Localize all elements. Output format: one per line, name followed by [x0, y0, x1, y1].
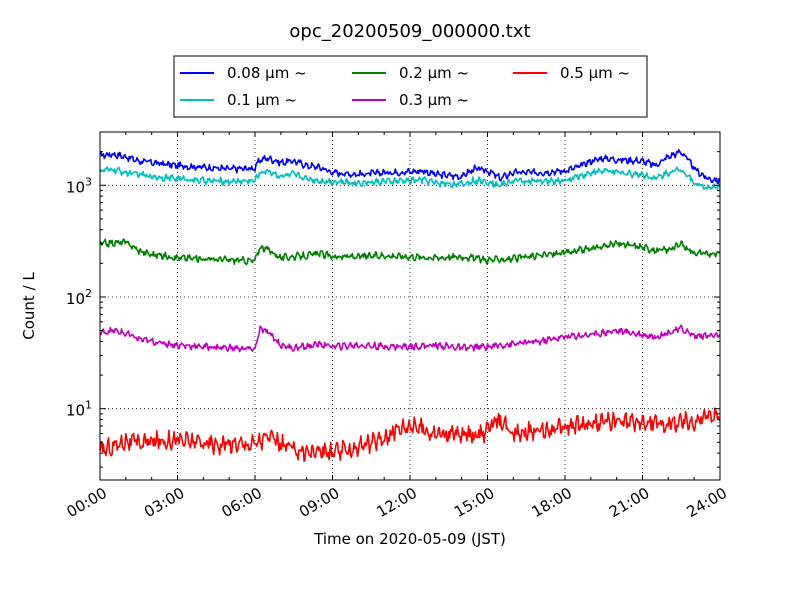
legend: 0.08 μm ~ 0.1 μm ~ 0.2 μm ~ 0.3 μm ~ 0.5 μm …: [173, 55, 648, 118]
x-tick-label: 24:00: [684, 484, 730, 521]
x-tick-label: 18:00: [529, 484, 575, 521]
x-tick-label: 09:00: [296, 484, 342, 521]
x-tick-label: 06:00: [219, 484, 265, 521]
y-tick-exponent: 1: [85, 399, 92, 412]
y-tick-label: 103: [66, 175, 92, 196]
legend-entry: 0.2 μm ~: [399, 64, 469, 82]
legend-entry: 0.08 μm ~: [227, 64, 307, 82]
series-line: [99, 238, 721, 266]
series-layer: [99, 148, 721, 463]
y-tick-label: 101: [66, 399, 92, 420]
legend-entry: 0.3 μm ~: [399, 91, 469, 109]
x-tick-label: 12:00: [374, 484, 420, 521]
y-tick-exponent: 3: [85, 175, 92, 188]
plot-frame: [99, 131, 721, 481]
x-tick-label: 03:00: [141, 484, 187, 521]
y-tick-label: 102: [66, 287, 92, 308]
x-tick-label: 21:00: [606, 484, 652, 521]
y-tick-exponent: 2: [85, 287, 92, 300]
y-tick-base: 10: [66, 178, 85, 196]
x-tick-label: 15:00: [451, 484, 497, 521]
x-axis-label: Time on 2020-05-09 (JST): [313, 530, 506, 548]
series-line: [99, 407, 721, 463]
y-tick-base: 10: [66, 290, 85, 308]
y-axis-label: Count / L: [20, 272, 38, 340]
series-line: [99, 148, 721, 185]
grid-layer: [99, 132, 721, 480]
legend-entry: 0.1 μm ~: [227, 91, 297, 109]
legend-box: [173, 55, 648, 118]
x-tick-label: 00:00: [64, 484, 110, 521]
chart-title: opc_20200509_000000.txt: [289, 21, 530, 42]
tick-layer: 00:00 03:00 06:00 09:00 12:00 15:00 18:00 21:00…: [64, 131, 730, 521]
y-tick-base: 10: [66, 402, 85, 420]
series-line: [99, 166, 721, 190]
legend-entry: 0.5 μm ~: [560, 64, 630, 82]
series-line: [99, 324, 721, 353]
